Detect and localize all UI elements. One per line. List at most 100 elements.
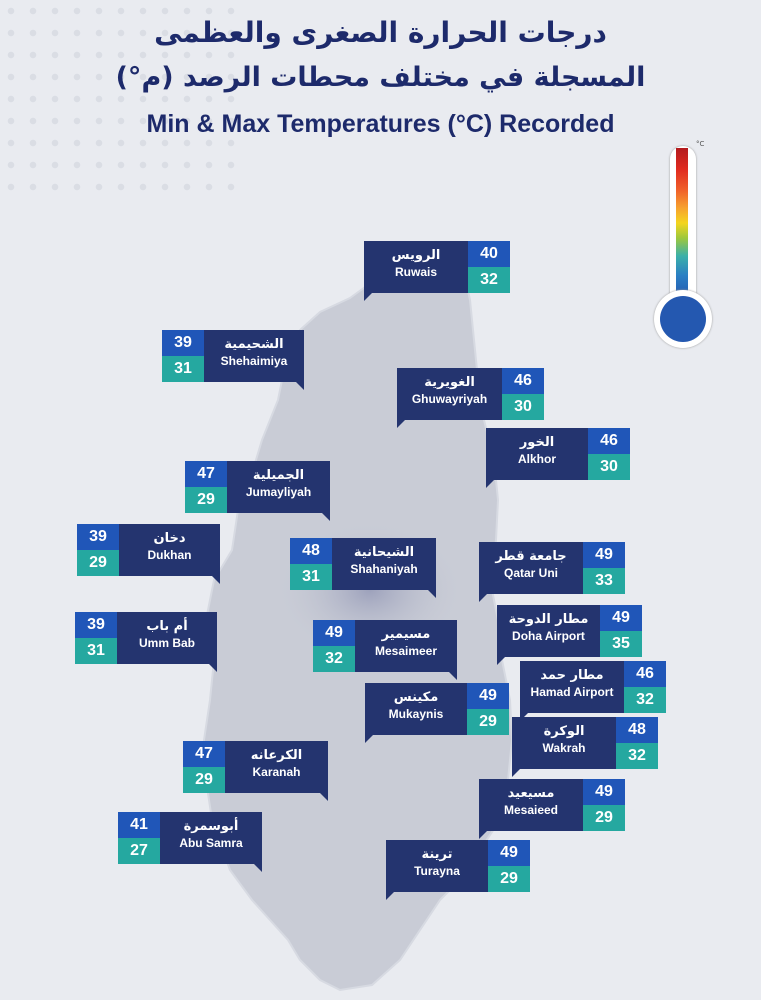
station-name-arabic: دخان bbox=[153, 531, 186, 546]
max-temperature: 48 bbox=[290, 538, 332, 564]
station-name-english: Mesaieed bbox=[503, 803, 559, 817]
station-abu-samra: 41 27 أبوسمرة Abu Samra bbox=[118, 812, 262, 872]
station-name-english: Ruwais bbox=[394, 265, 437, 279]
callout-pointer bbox=[296, 382, 304, 390]
background-dot-pattern bbox=[0, 0, 240, 200]
station-name-arabic: جامعة قطر bbox=[495, 549, 567, 564]
min-temperature: 35 bbox=[600, 631, 642, 657]
min-temperature: 29 bbox=[488, 866, 530, 892]
station-name-english: Abu Samra bbox=[179, 836, 243, 850]
max-temperature: 39 bbox=[75, 612, 117, 638]
station-name-english: Shahaniyah bbox=[350, 562, 418, 576]
min-temperature: 29 bbox=[77, 550, 119, 576]
station-name-english: Turayna bbox=[414, 864, 460, 878]
min-temperature: 32 bbox=[313, 646, 355, 672]
station-qatar-uni: جامعة قطر Qatar Uni 49 33 bbox=[479, 542, 625, 602]
min-temperature: 31 bbox=[162, 356, 204, 382]
station-name-english: Dukhan bbox=[147, 548, 192, 562]
callout-pointer bbox=[212, 576, 220, 584]
station-mesaimeer: 49 32 مسيمير Mesaimeer bbox=[313, 620, 457, 680]
max-temperature: 47 bbox=[183, 741, 225, 767]
max-temperature: 49 bbox=[313, 620, 355, 646]
station-name-english: Qatar Uni bbox=[503, 566, 558, 580]
max-temperature: 49 bbox=[583, 779, 625, 805]
min-temperature: 30 bbox=[502, 394, 544, 420]
station-name-arabic: الخور bbox=[519, 435, 555, 450]
callout-pointer bbox=[386, 892, 394, 900]
thermometer-color-scale bbox=[676, 148, 688, 298]
max-temperature: 49 bbox=[467, 683, 509, 709]
thermometer-unit: °C bbox=[696, 140, 705, 148]
station-name-arabic: الكرعانه bbox=[250, 748, 303, 763]
station-name-arabic: الغويرية bbox=[424, 375, 475, 390]
callout-pointer bbox=[209, 664, 217, 672]
station-karanah: 47 29 الكرعانه Karanah bbox=[183, 741, 328, 801]
callout-pointer bbox=[322, 513, 330, 521]
min-temperature: 31 bbox=[75, 638, 117, 664]
callout-pointer bbox=[397, 420, 405, 428]
station-name-box: الشحيمية Shehaimiya bbox=[204, 330, 304, 382]
title-arabic-line2: (°م) المسجلة في مختلف محطات الرصد bbox=[115, 62, 646, 93]
min-temperature: 29 bbox=[183, 767, 225, 793]
callout-pointer bbox=[497, 657, 505, 665]
min-temperature: 30 bbox=[588, 454, 630, 480]
station-name-box: أم باب Umm Bab bbox=[117, 612, 217, 664]
station-name-arabic: مسيمير bbox=[381, 627, 431, 642]
station-name-arabic: أبوسمرة bbox=[183, 819, 239, 834]
station-name-arabic: الوكرة bbox=[543, 724, 585, 739]
min-temperature: 32 bbox=[624, 687, 666, 713]
max-temperature: 49 bbox=[600, 605, 642, 631]
station-hamad-airport: مطار حمد Hamad Airport 46 32 bbox=[520, 661, 666, 721]
callout-pointer bbox=[479, 831, 487, 839]
callout-pointer bbox=[479, 594, 487, 602]
station-name-arabic: أم باب bbox=[146, 619, 188, 634]
station-name-box: مكينس Mukaynis bbox=[365, 683, 467, 735]
station-name-box: الغويرية Ghuwayriyah bbox=[397, 368, 502, 420]
station-name-arabic: ترينة bbox=[421, 847, 453, 862]
thermometer-bulb bbox=[654, 290, 712, 348]
max-temperature: 46 bbox=[624, 661, 666, 687]
station-name-box: مطار حمد Hamad Airport bbox=[520, 661, 624, 713]
callout-pointer bbox=[486, 480, 494, 488]
station-name-box: ترينة Turayna bbox=[386, 840, 488, 892]
thermometer-icon: °C bbox=[654, 140, 718, 360]
station-name-box: الرويس Ruwais bbox=[364, 241, 468, 293]
max-temperature: 39 bbox=[77, 524, 119, 550]
station-name-english: Mesaimeer bbox=[374, 644, 438, 658]
max-temperature: 40 bbox=[468, 241, 510, 267]
station-dukhan: 39 29 دخان Dukhan bbox=[77, 524, 220, 584]
max-temperature: 46 bbox=[588, 428, 630, 454]
station-name-english: Alkhor bbox=[517, 452, 556, 466]
station-name-box: الكرعانه Karanah bbox=[225, 741, 328, 793]
station-ruwais: الرويس Ruwais 40 32 bbox=[364, 241, 510, 301]
station-name-english: Wakrah bbox=[542, 741, 586, 755]
title-english: Min & Max Temperatures (°C) Recorded bbox=[146, 110, 615, 138]
station-name-arabic: الجميلية bbox=[252, 468, 305, 483]
callout-pointer bbox=[512, 769, 520, 777]
min-temperature: 33 bbox=[583, 568, 625, 594]
station-wakrah: الوكرة Wakrah 48 32 bbox=[512, 717, 658, 777]
max-temperature: 39 bbox=[162, 330, 204, 356]
max-temperature: 48 bbox=[616, 717, 658, 743]
station-name-box: الشيحانية Shahaniyah bbox=[332, 538, 436, 590]
station-name-box: مسيمير Mesaimeer bbox=[355, 620, 457, 672]
title-arabic-line1: درجات الحرارة الصغرى والعظمى bbox=[154, 16, 607, 49]
station-alkhor: الخور Alkhor 46 30 bbox=[486, 428, 630, 488]
min-temperature: 27 bbox=[118, 838, 160, 864]
station-shahaniyah: 48 31 الشيحانية Shahaniyah bbox=[290, 538, 436, 598]
station-name-english: Shehaimiya bbox=[220, 354, 288, 368]
station-name-box: أبوسمرة Abu Samra bbox=[160, 812, 262, 864]
min-temperature: 31 bbox=[290, 564, 332, 590]
station-name-box: الخور Alkhor bbox=[486, 428, 588, 480]
station-mesaieed: مسيعيد Mesaieed 49 29 bbox=[479, 779, 625, 839]
max-temperature: 47 bbox=[185, 461, 227, 487]
station-shehaimiya: 39 31 الشحيمية Shehaimiya bbox=[162, 330, 304, 390]
callout-pointer bbox=[428, 590, 436, 598]
station-name-english: Mukaynis bbox=[388, 707, 444, 721]
max-temperature: 49 bbox=[488, 840, 530, 866]
station-name-box: جامعة قطر Qatar Uni bbox=[479, 542, 583, 594]
station-name-english: Umm Bab bbox=[138, 636, 195, 650]
callout-pointer bbox=[449, 672, 457, 680]
station-name-arabic: مطار الدوحة bbox=[508, 612, 589, 627]
